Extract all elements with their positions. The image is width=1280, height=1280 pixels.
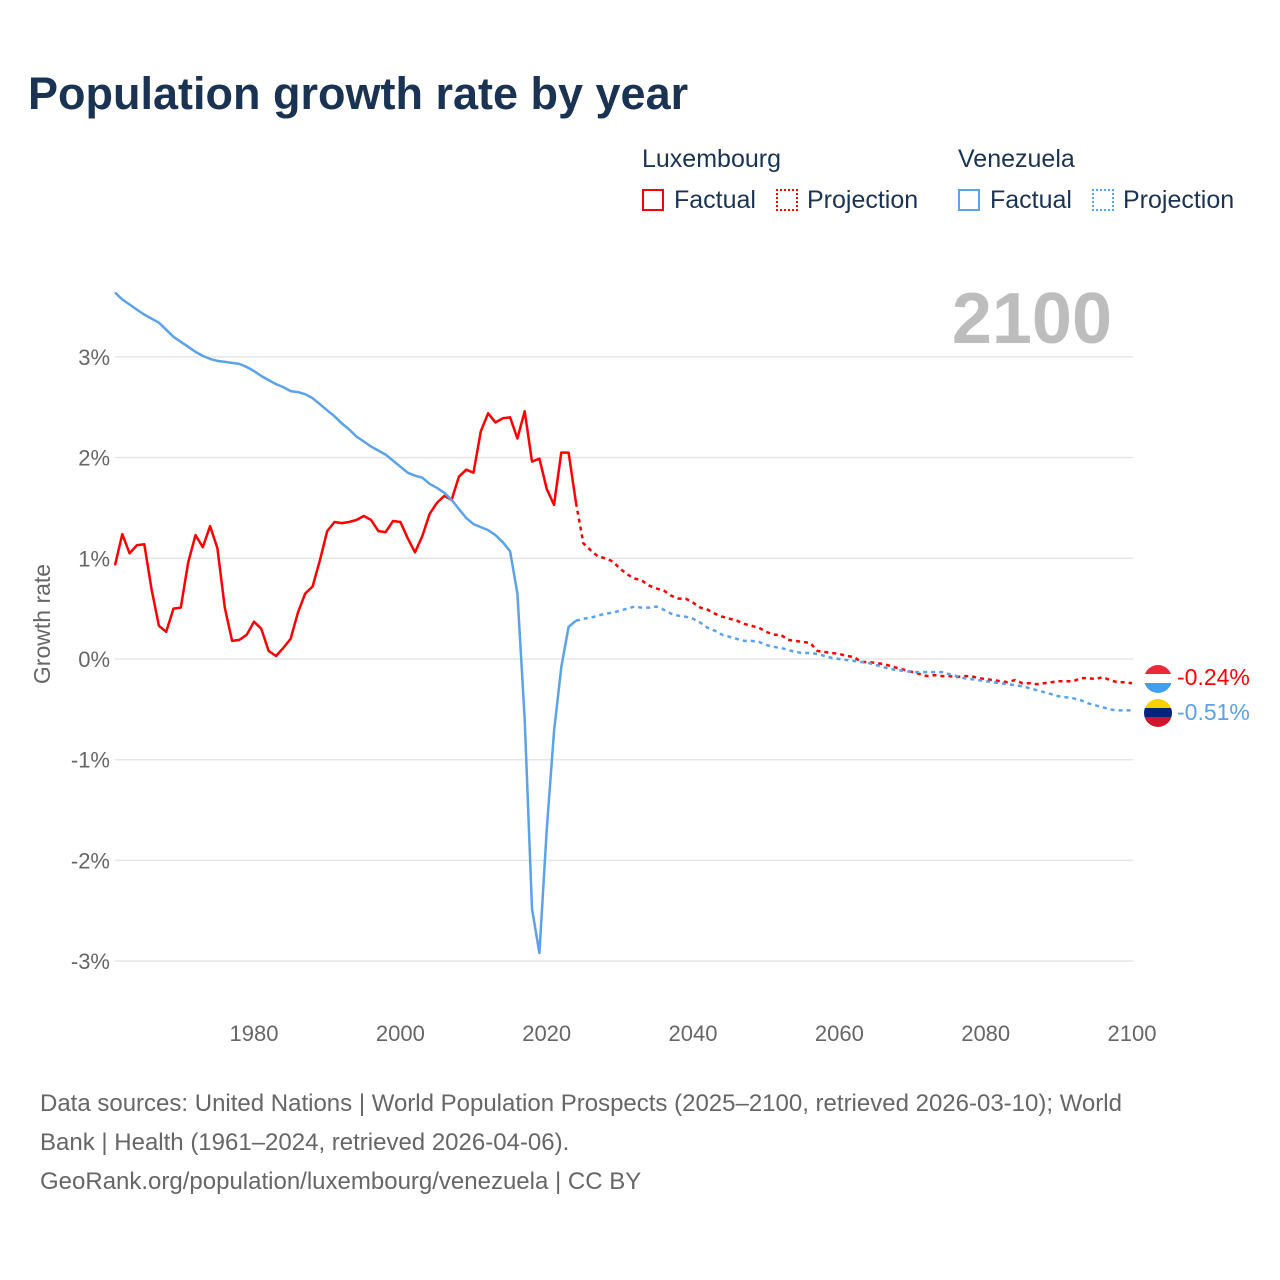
y-tick-label: -3% — [71, 949, 110, 974]
flag-luxembourg-icon — [1144, 665, 1172, 693]
series-line-venezuela-projection — [575, 605, 1132, 712]
y-tick-label: 2% — [78, 446, 110, 471]
end-label-luxembourg: -0.24% — [1177, 664, 1250, 690]
legend-swatch-venezuela-projection — [1092, 189, 1114, 211]
x-tick-label: 2040 — [669, 1021, 718, 1046]
legend-label-venezuela-factual: Factual — [990, 186, 1072, 214]
x-tick-label: 2020 — [522, 1021, 571, 1046]
legend-label-luxembourg-factual: Factual — [674, 186, 756, 214]
y-tick-label: -2% — [71, 848, 110, 873]
series-line-venezuela-factual — [114, 291, 577, 955]
footer-sources-line2: Bank | Health (1961–2024, retrieved 2026… — [40, 1129, 570, 1156]
end-label-venezuela: -0.51% — [1177, 699, 1250, 725]
y-tick-label: 1% — [78, 546, 110, 571]
series-line-luxembourg-factual — [113, 410, 578, 658]
x-tick-label: 1980 — [230, 1021, 279, 1046]
y-tick-label: 0% — [78, 647, 110, 672]
y-axis-label: Growth rate — [29, 564, 55, 684]
y-tick-label: -1% — [71, 748, 110, 773]
x-tick-label: 2080 — [961, 1021, 1010, 1046]
chart-title: Population growth rate by year — [28, 68, 689, 119]
footer-attribution-link[interactable]: GeoRank.org/population/luxembourg/venezu… — [40, 1168, 642, 1195]
y-tick-label: 3% — [78, 345, 110, 370]
legend-group-venezuela: Venezuela — [958, 145, 1075, 173]
year-label: 2100 — [952, 279, 1112, 359]
flag-venezuela-icon — [1144, 699, 1172, 727]
legend-swatch-luxembourg-factual — [642, 189, 664, 211]
legend-group-luxembourg: Luxembourg — [642, 145, 781, 173]
x-tick-label: 2000 — [376, 1021, 425, 1046]
footer-sources-line1: Data sources: United Nations | World Pop… — [40, 1090, 1122, 1117]
series-line-luxembourg-projection — [574, 502, 1133, 686]
legend-label-luxembourg-projection: Projection — [807, 186, 919, 214]
legend-label-venezuela-projection: Projection — [1123, 186, 1235, 214]
legend-swatch-venezuela-factual — [958, 189, 980, 211]
x-tick-label: 2100 — [1108, 1021, 1157, 1046]
x-tick-label: 2060 — [815, 1021, 864, 1046]
legend-swatch-luxembourg-projection — [776, 189, 798, 211]
